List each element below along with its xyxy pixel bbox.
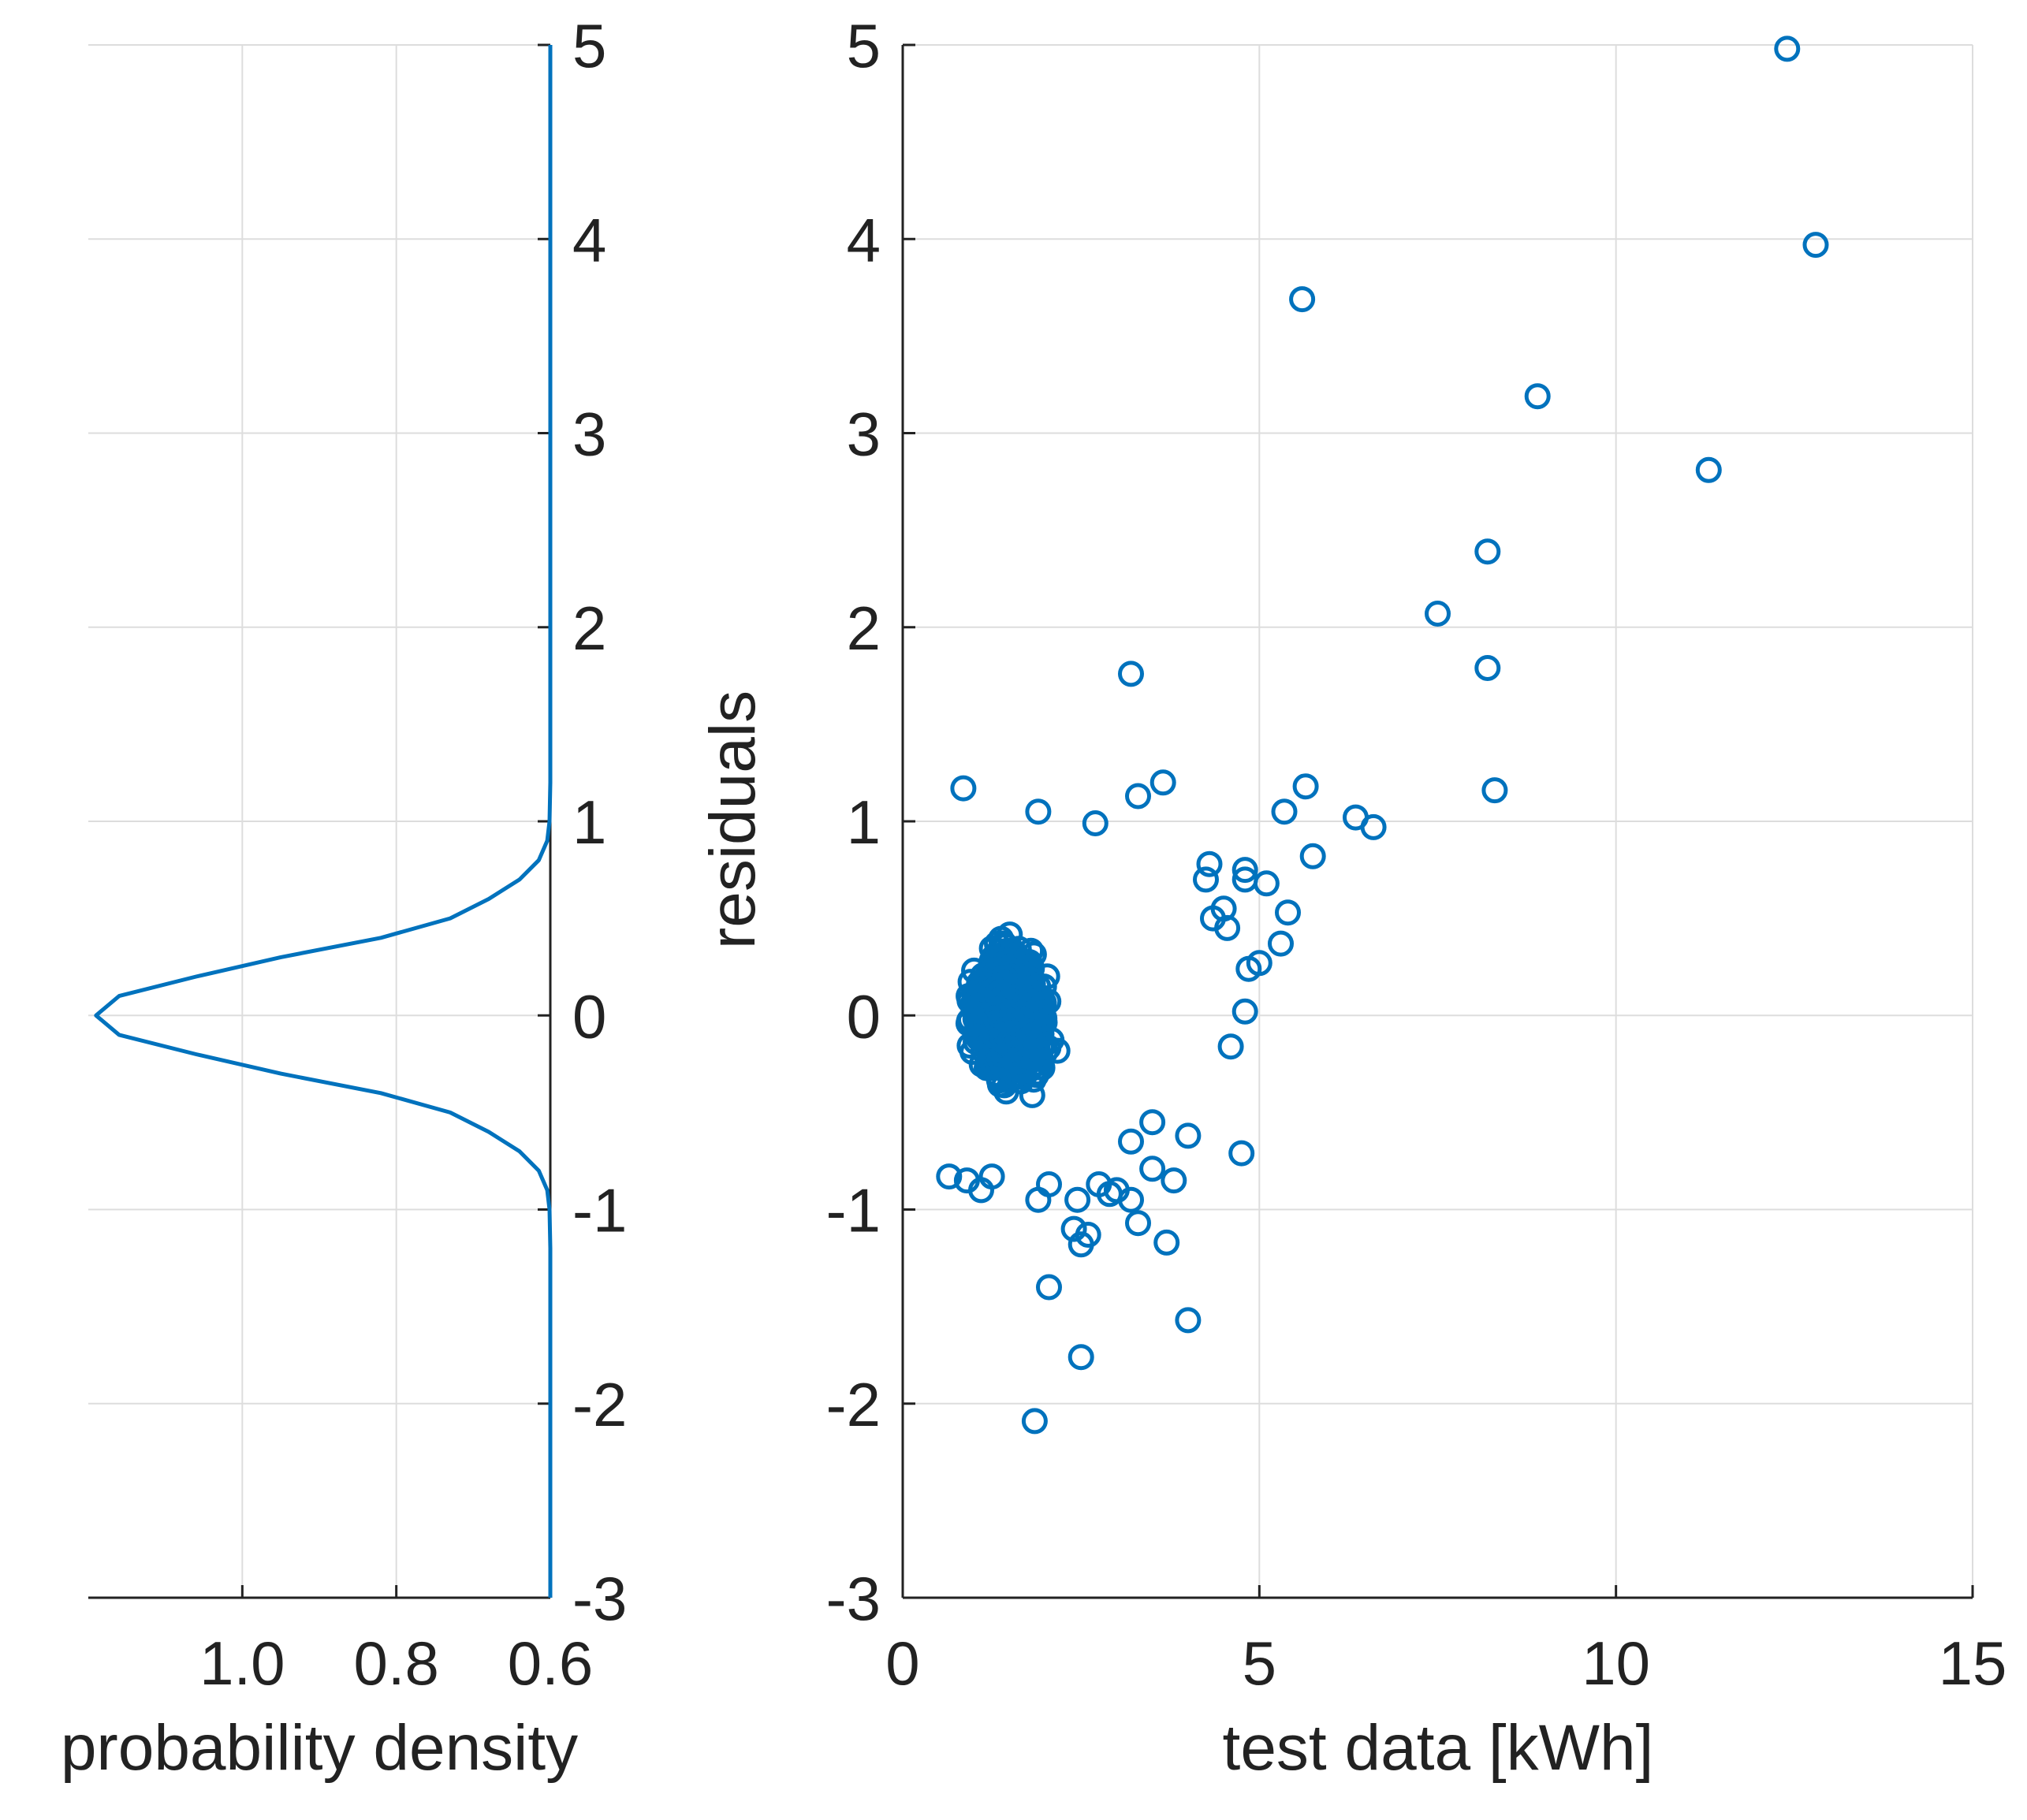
scatter-point xyxy=(1068,1231,1094,1258)
density-panel: 1.0 0.8 0.6-3 -2 -1 0 1 2 3 4 5 probability densit… xyxy=(61,11,628,1784)
density-x-tick-label: 0.6 xyxy=(508,1628,593,1698)
scatter-points xyxy=(936,35,1829,1435)
scatter-point xyxy=(1200,905,1226,932)
scatter-point xyxy=(1695,456,1722,483)
density-y-tick-label: 4 xyxy=(572,205,606,274)
scatter-point xyxy=(1175,1307,1202,1334)
scatter-point xyxy=(953,1167,980,1194)
scatter-point xyxy=(1235,955,1262,982)
density-gridlines xyxy=(88,44,551,1599)
density-y-tick-label: 5 xyxy=(572,11,606,80)
scatter-point xyxy=(984,931,1010,957)
scatter-x-tick-label: 0 xyxy=(885,1628,919,1698)
scatter-point xyxy=(1036,1171,1062,1197)
density-y-tick-label: -1 xyxy=(572,1176,627,1245)
scatter-point xyxy=(997,977,1023,1004)
scatter-y-axis-label: residuals xyxy=(697,690,769,949)
scatter-point xyxy=(1082,810,1109,836)
scatter-y-tick-label: 1 xyxy=(847,787,881,857)
scatter-x-tick-label: 10 xyxy=(1582,1628,1650,1698)
scatter-point xyxy=(1175,1122,1202,1149)
density-y-tick-label: -2 xyxy=(572,1370,627,1439)
scatter-x-axis-label: test data [kWh] xyxy=(1223,1712,1654,1784)
scatter-point xyxy=(1360,813,1387,840)
density-y-tick-label: -3 xyxy=(572,1564,627,1633)
scatter-point xyxy=(1118,661,1144,687)
scatter-point xyxy=(1139,1156,1166,1182)
scatter-point xyxy=(986,1067,1012,1094)
scatter-point xyxy=(1425,601,1451,627)
scatter-point xyxy=(1231,857,1258,884)
scatter-point xyxy=(1524,383,1551,410)
scatter-point xyxy=(1004,1055,1030,1082)
scatter-y-tick-label: -1 xyxy=(826,1176,881,1245)
scatter-point xyxy=(1292,773,1319,800)
scatter-point xyxy=(1150,769,1176,796)
scatter-point xyxy=(1299,843,1326,869)
density-y-tick-label: 0 xyxy=(572,981,606,1051)
scatter-point xyxy=(1231,998,1258,1025)
scatter-point xyxy=(1228,1140,1255,1167)
scatter-ticks: 0 5 10 15 -3 -2 -1 0 1 2 3 4 5 xyxy=(826,11,2007,1698)
scatter-point xyxy=(1196,850,1223,877)
scatter-point xyxy=(1474,538,1501,565)
density-x-tick-label: 0.8 xyxy=(353,1628,438,1698)
density-x-axis-label: probability density xyxy=(61,1712,578,1784)
scatter-point xyxy=(1802,232,1829,259)
scatter-point xyxy=(1161,1167,1187,1194)
scatter-y-tick-label: 0 xyxy=(847,981,881,1051)
density-y-tick-label: 1 xyxy=(572,787,606,857)
scatter-point xyxy=(1068,1344,1094,1371)
scatter-point xyxy=(1139,1109,1166,1136)
scatter-point xyxy=(950,775,977,802)
scatter-point xyxy=(1474,655,1501,681)
scatter-y-tick-label: 3 xyxy=(847,400,881,469)
density-line xyxy=(94,45,553,1598)
scatter-point xyxy=(1036,1274,1062,1301)
scatter-point xyxy=(1275,899,1301,926)
scatter-y-tick-label: 5 xyxy=(847,11,881,80)
scatter-y-tick-label: 2 xyxy=(847,594,881,663)
density-y-tick-label: 2 xyxy=(572,594,606,663)
density-curve xyxy=(94,45,553,1598)
density-y-tick-label: 3 xyxy=(572,400,606,469)
scatter-y-tick-label: 4 xyxy=(847,205,881,274)
scatter-point xyxy=(1064,1186,1091,1213)
scatter-point xyxy=(1271,798,1298,825)
scatter-point xyxy=(1015,954,1042,981)
scatter-point xyxy=(1025,798,1052,825)
density-x-tick-label: 1.0 xyxy=(199,1628,285,1698)
scatter-gridlines xyxy=(902,44,1973,1599)
scatter-point xyxy=(1231,866,1258,893)
scatter-point xyxy=(1021,1408,1048,1435)
scatter-point xyxy=(1289,286,1316,313)
scatter-point xyxy=(1153,1229,1180,1256)
scatter-point xyxy=(1086,1171,1112,1197)
scatter-point xyxy=(1125,783,1151,810)
scatter-point xyxy=(1025,1186,1052,1213)
density-ticks: 1.0 0.8 0.6-3 -2 -1 0 1 2 3 4 5 xyxy=(199,11,627,1698)
scatter-point xyxy=(1125,1210,1151,1237)
scatter-point xyxy=(1774,35,1801,62)
scatter-point xyxy=(1118,1128,1144,1155)
scatter-x-tick-label: 15 xyxy=(1939,1628,2007,1698)
scatter-point xyxy=(1268,930,1294,957)
scatter-x-tick-label: 5 xyxy=(1243,1628,1276,1698)
scatter-point xyxy=(1060,1215,1087,1242)
scatter-point xyxy=(936,1163,963,1190)
scatter-point xyxy=(1217,1033,1244,1060)
scatter-point xyxy=(1481,777,1508,804)
scatter-point xyxy=(1193,866,1219,893)
scatter-y-tick-label: -3 xyxy=(826,1564,881,1633)
scatter-y-tick-label: -2 xyxy=(826,1370,881,1439)
scatter-panel: 0 5 10 15 -3 -2 -1 0 1 2 3 4 5 test data [kWh] resid… xyxy=(697,11,2007,1784)
scatter-point xyxy=(1019,966,1045,993)
scatter-point xyxy=(978,1163,1005,1190)
